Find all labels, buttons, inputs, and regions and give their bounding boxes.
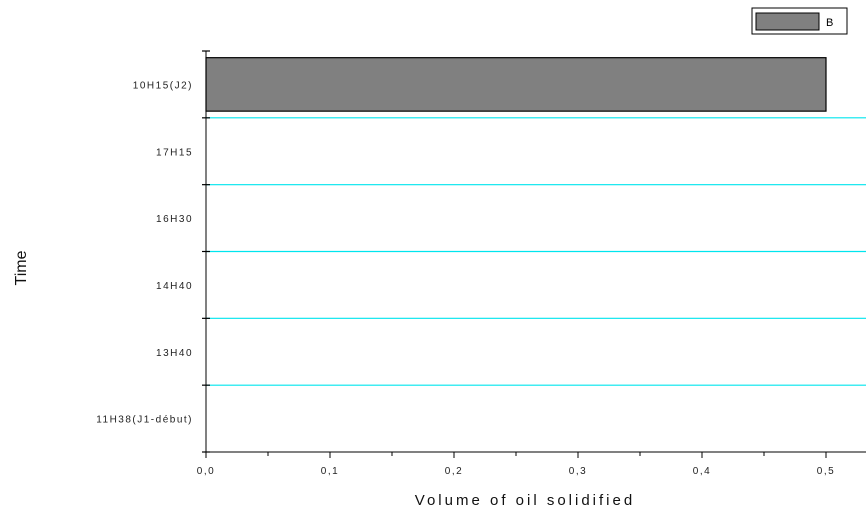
legend-label: B — [826, 17, 833, 29]
y-tick-label: 16H30 — [156, 214, 193, 225]
y-axis-title: Time — [13, 250, 30, 285]
x-axis-title: Volume of oil solidified — [415, 492, 635, 509]
y-tick-label: 17H15 — [156, 147, 193, 158]
x-tick-label: 0,4 — [693, 466, 711, 477]
bars-layer — [205, 57, 827, 112]
grid-layer — [206, 117, 866, 386]
x-tick-label: 0,5 — [817, 466, 835, 477]
x-tick-label: 0,2 — [445, 466, 463, 477]
y-ticks: 11H38(J1-début) 13H40 14H40 16H30 17H15 10H15… — [96, 50, 210, 453]
x-tick-label: 0,3 — [569, 466, 587, 477]
y-tick-label: 11H38(J1-début) — [96, 415, 193, 426]
x-tick-label: 0,0 — [197, 466, 215, 477]
bar — [205, 57, 827, 112]
y-tick-label: 13H40 — [156, 348, 193, 359]
y-tick-label: 10H15(J2) — [133, 80, 193, 91]
legend: B — [751, 7, 848, 35]
x-tick-label: 0,1 — [321, 466, 339, 477]
x-ticks: 0,0 0,1 0,2 0,3 0,4 0,5 — [197, 452, 835, 477]
legend-swatch — [755, 12, 820, 31]
y-tick-label: 14H40 — [156, 281, 193, 292]
